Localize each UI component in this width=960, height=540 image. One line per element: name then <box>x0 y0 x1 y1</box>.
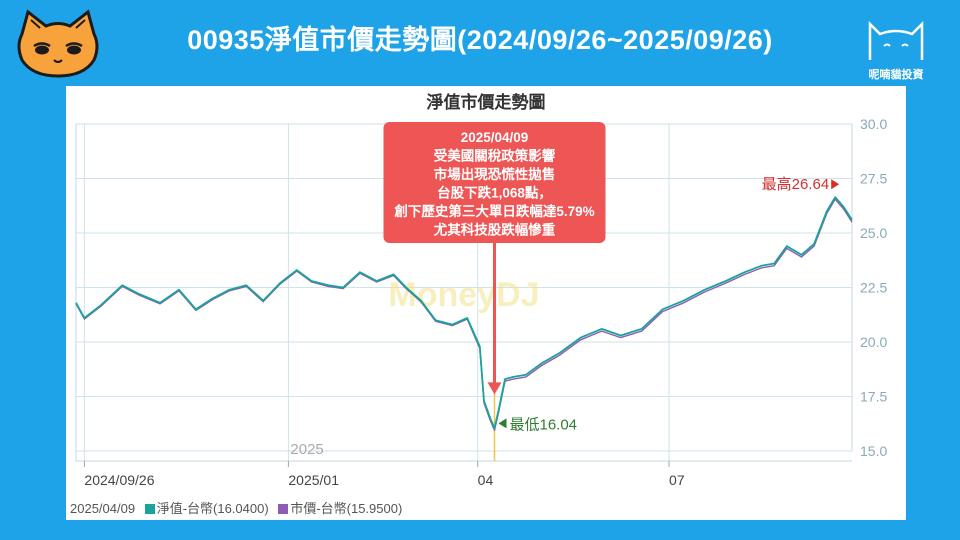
event-annotation-box <box>383 122 606 243</box>
y-tick-label: 27.5 <box>860 171 887 187</box>
y-tick-label: 25.0 <box>860 225 887 241</box>
chart-title: 淨值市價走勢圖 <box>426 93 546 112</box>
cat-outline-icon <box>868 20 924 60</box>
max-arrow-icon <box>831 179 840 190</box>
nav-price-chart: 30.0 27.5 25.0 22.5 20.0 17.5 15.0 2024/09/26 20… <box>75 116 887 488</box>
legend-price-swatch <box>278 504 289 514</box>
event-arrow-head <box>487 382 502 395</box>
chart-legend: 2025/04/09 淨值-台幣(16.0400) 市價-台幣(15.9500) <box>70 498 402 517</box>
brand-name: 呢喃貓投資 <box>868 69 924 81</box>
page-title: 00935淨值市價走勢圖(2024/09/26~2025/09/26) <box>187 25 773 55</box>
brand-logo: 呢喃貓投資 <box>856 10 936 81</box>
event-annotation-line: 尤其科技股跌幅慘重 <box>434 222 556 238</box>
series-line-nav <box>75 196 853 430</box>
y-tick-label: 17.5 <box>860 389 887 405</box>
y-tick-label: 15.0 <box>860 443 887 459</box>
min-label: 最低16.04 <box>509 416 577 433</box>
x-tick-label: 04 <box>478 472 494 488</box>
y-tick-label: 30.0 <box>860 116 887 132</box>
event-annotation-line: 2025/04/09 <box>461 130 529 145</box>
y-tick-label: 20.0 <box>860 334 887 350</box>
legend-date: 2025/04/09 <box>70 501 136 516</box>
x-tick-label: 2024/09/26 <box>84 472 154 488</box>
event-annotation-line: 市場出現恐慌性拋售 <box>434 166 556 182</box>
x-tick-label: 07 <box>669 472 685 488</box>
max-label: 最高26.64 <box>762 176 830 193</box>
cat-mascot-logo <box>14 8 102 80</box>
chart-panel: 30.0 27.5 25.0 22.5 20.0 17.5 15.0 2024/09/26 20… <box>66 86 906 520</box>
event-annotation-line: 受美國關稅政策影響 <box>434 148 556 164</box>
year-marker-label: 2025 <box>290 441 323 458</box>
watermark: MoneyDJ <box>388 276 539 314</box>
legend-nav-label: 淨值-台幣(16.0400) <box>156 501 269 516</box>
min-arrow-icon <box>498 418 507 429</box>
event-annotation-line: 創下歷史第三大單日跌幅達5.79% <box>393 203 594 219</box>
legend-price-label: 市價-台幣(15.9500) <box>290 501 403 516</box>
legend-nav-swatch <box>144 504 155 514</box>
x-tick-label: 2025/01 <box>288 472 339 488</box>
y-tick-label: 22.5 <box>860 280 887 296</box>
event-annotation-line: 台股下跌1,068點， <box>437 185 552 201</box>
